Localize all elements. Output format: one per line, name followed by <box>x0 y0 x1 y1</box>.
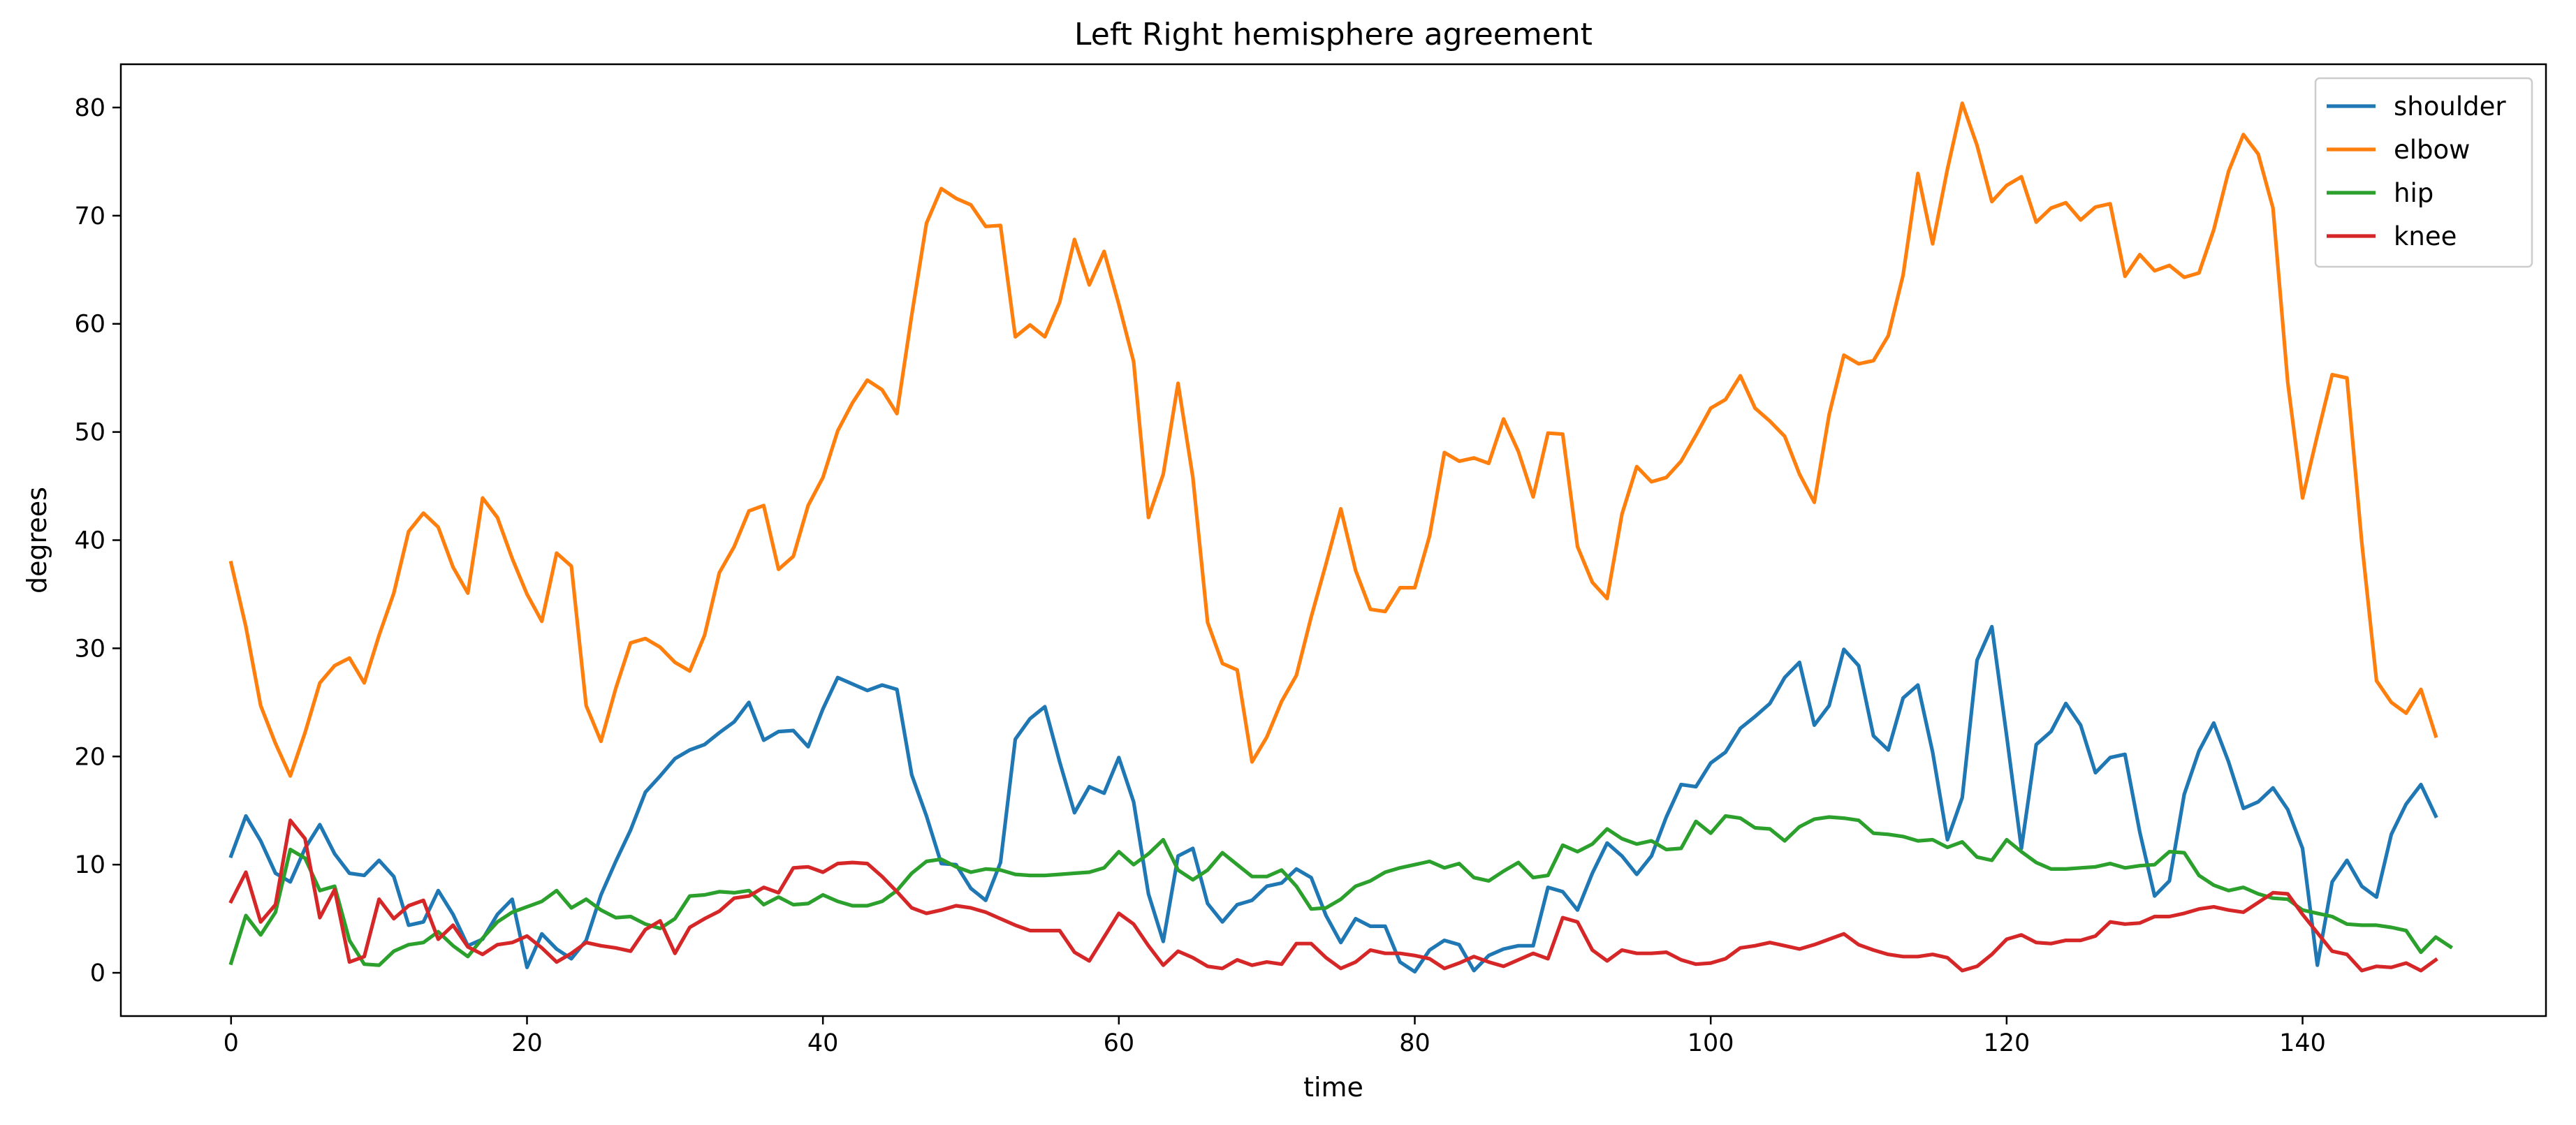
chart-title: Left Right hemisphere agreement <box>1074 17 1593 52</box>
legend-label-knee: knee <box>2394 221 2457 251</box>
y-tick-label: 0 <box>90 959 105 987</box>
plot-area <box>119 63 2547 1017</box>
x-axis: 0 20 40 60 80 100 120 140 <box>224 1016 2326 1057</box>
y-axis-label: degrees <box>22 487 52 594</box>
y-axis: 0 10 20 30 40 50 60 70 80 <box>74 94 121 987</box>
legend-label-hip: hip <box>2394 178 2434 208</box>
x-axis-label: time <box>1303 1072 1363 1103</box>
series-line-hip <box>228 814 2454 967</box>
x-tick-label: 20 <box>511 1029 543 1057</box>
y-tick-label: 70 <box>74 203 105 230</box>
x-tick-label: 0 <box>224 1029 239 1057</box>
y-tick-label: 80 <box>74 94 105 122</box>
legend-box <box>2314 77 2533 268</box>
x-tick-label: 140 <box>2279 1029 2326 1057</box>
series-line-elbow <box>228 101 2438 778</box>
y-tick-label: 10 <box>74 851 105 879</box>
y-tick-label: 40 <box>74 527 105 555</box>
series-line-shoulder <box>228 624 2438 974</box>
legend: shoulder elbow hip knee <box>2314 77 2533 268</box>
x-tick-label: 40 <box>807 1029 839 1057</box>
y-tick-label: 30 <box>74 635 105 663</box>
series-line-knee <box>228 818 2438 973</box>
x-tick-label: 80 <box>1399 1029 1430 1057</box>
series-layer <box>228 101 2454 974</box>
y-tick-label: 60 <box>74 311 105 339</box>
legend-label-elbow: elbow <box>2394 135 2470 165</box>
x-tick-label: 120 <box>1983 1029 2030 1057</box>
x-tick-label: 60 <box>1104 1029 1135 1057</box>
y-tick-label: 20 <box>74 743 105 771</box>
x-tick-label: 100 <box>1688 1029 1734 1057</box>
legend-label-shoulder: shoulder <box>2394 91 2506 122</box>
y-tick-label: 50 <box>74 419 105 447</box>
